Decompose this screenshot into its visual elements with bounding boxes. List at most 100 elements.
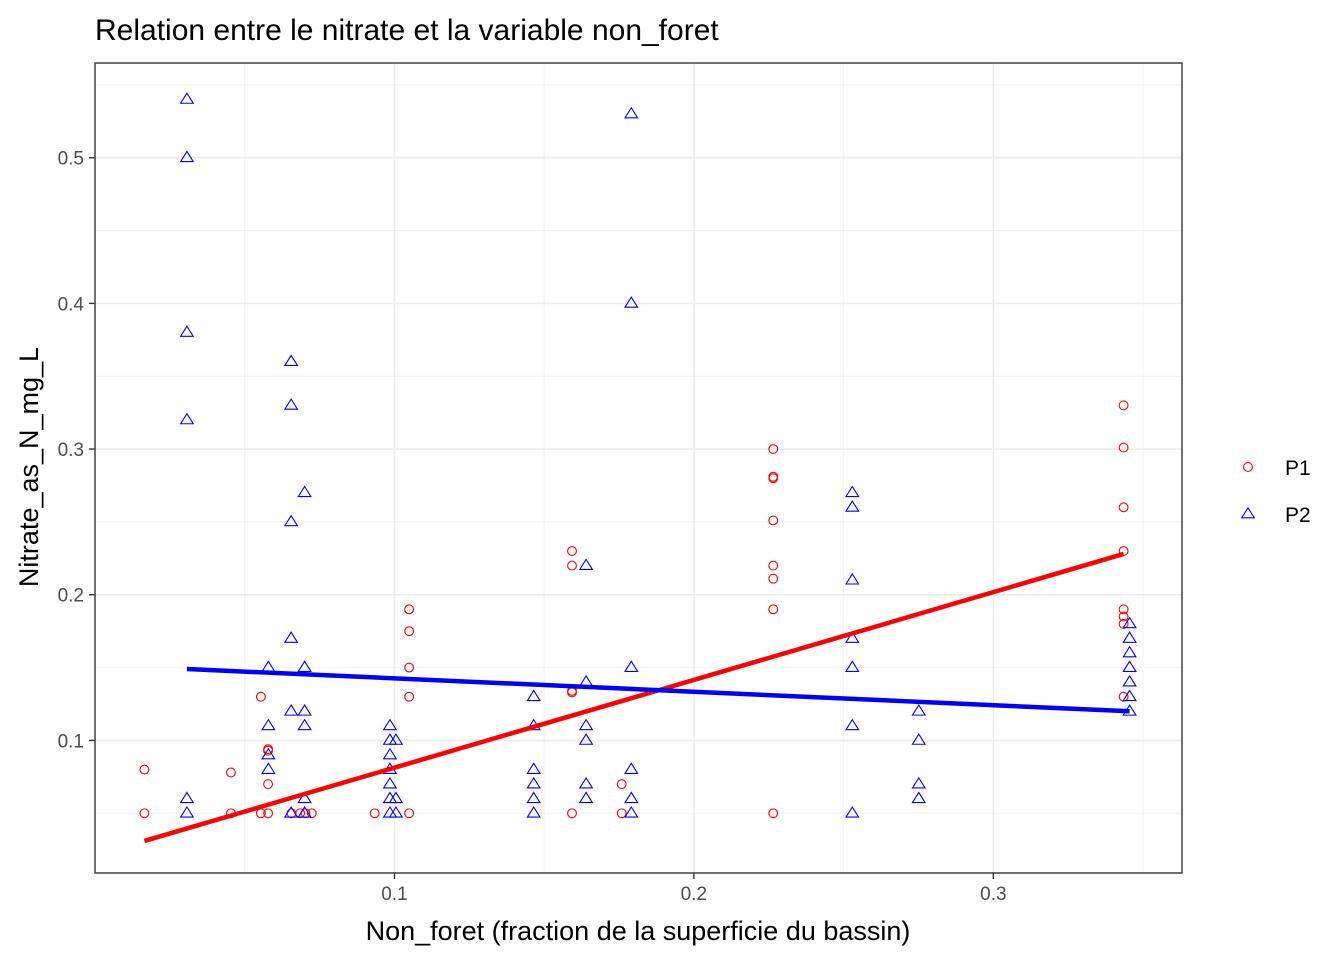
p1-point (139, 764, 150, 775)
y-tick-label: 0.1 (58, 731, 84, 752)
y-tick-label: 0.2 (58, 586, 84, 607)
legend-key-p2 (1240, 506, 1256, 519)
p2-point (578, 558, 594, 570)
legend-label-p1: P1 (1285, 457, 1311, 480)
p2-fit-line (186, 666, 1130, 714)
p1-point (768, 573, 779, 584)
p2-point (261, 747, 276, 760)
p1-point (567, 546, 577, 556)
x-axis-title: Non_foret (fraction de la superficie du … (366, 916, 911, 946)
p1-point (139, 808, 150, 819)
p2-point (382, 776, 398, 789)
p1-point (768, 604, 779, 615)
p2-point (845, 718, 860, 731)
legend-label-p2: P2 (1285, 504, 1311, 527)
p2-point (1122, 689, 1137, 702)
p2-point (624, 762, 639, 774)
p2-point (911, 704, 927, 716)
p2-point (382, 747, 398, 760)
p1-point (263, 808, 274, 819)
p2-point (179, 412, 195, 425)
p2-point (283, 398, 299, 410)
p2-point (911, 791, 927, 804)
p2-point (297, 485, 312, 498)
y-axis-ticks: 0.1 0.2 0.3 0.4 0.5 (58, 149, 95, 752)
p2-point (388, 805, 404, 818)
p1-point (1118, 618, 1129, 629)
p1-point (1118, 611, 1129, 622)
p2-point (624, 805, 639, 818)
p1-point (567, 560, 577, 571)
p2-point (624, 660, 639, 672)
legend: P1 P2 (1240, 457, 1311, 527)
p2-point (578, 791, 594, 804)
p2-point (261, 762, 276, 774)
p2-point (526, 791, 541, 804)
p1-point (295, 808, 306, 819)
p2-point (179, 325, 195, 337)
p2-point (382, 718, 398, 731)
p2-point (1122, 645, 1137, 658)
p1-point (404, 626, 415, 637)
major-gridlines (95, 63, 1182, 873)
p2-point (283, 514, 299, 527)
p2-point (526, 762, 541, 774)
p2-point (845, 805, 860, 818)
p2-point (845, 631, 860, 643)
p2-point (388, 791, 404, 804)
p2-point (624, 296, 639, 308)
p1-fit-line (143, 551, 1125, 844)
p2-point (578, 674, 594, 687)
p1-point (616, 808, 627, 819)
p2-point (297, 660, 312, 672)
p1-point (616, 779, 627, 790)
data-points (139, 92, 1137, 819)
minor-gridlines (95, 63, 1182, 873)
p2-point (179, 92, 195, 104)
p2-point (283, 354, 299, 367)
p2-point (526, 689, 541, 702)
p2-point (261, 718, 276, 731)
y-tick-label: 0.4 (58, 294, 85, 315)
p1-point (255, 691, 266, 702)
p2-point (179, 150, 195, 163)
p2-point (297, 718, 312, 731)
p2-point (297, 791, 312, 804)
p2-point (526, 805, 541, 818)
p1-point (1118, 400, 1129, 411)
fit-lines (143, 551, 1130, 844)
p2-point (179, 805, 195, 818)
p1-point (768, 444, 779, 455)
p1-point (1118, 604, 1129, 615)
x-tick-label: 0.2 (681, 884, 707, 905)
p2-point (845, 500, 860, 512)
p2-point (578, 776, 594, 789)
chart-title: Relation entre le nitrate et la variable… (95, 14, 719, 47)
p1-point (404, 604, 415, 615)
p2-point (845, 485, 860, 498)
p2-point (845, 572, 860, 585)
legend-key-p1 (1243, 462, 1253, 472)
p2-point (624, 791, 639, 804)
p2-point (1122, 674, 1137, 687)
p2-point (578, 718, 594, 731)
p1-point (768, 560, 779, 571)
p2-point (283, 631, 299, 643)
x-axis-ticks: 0.1 0.2 0.3 (381, 873, 1007, 905)
p1-point (404, 662, 415, 673)
p2-point (297, 704, 312, 716)
p1-point (263, 779, 274, 790)
p2-point (283, 805, 299, 818)
p2-point (261, 660, 276, 672)
p1-point (567, 808, 577, 819)
p1-point (369, 808, 380, 819)
p1-point (1118, 442, 1129, 453)
p2-point (388, 733, 404, 745)
x-tick-label: 0.1 (381, 884, 407, 905)
p1-point (1118, 691, 1129, 702)
p2-point (179, 791, 195, 804)
y-axis-title: Nitrate_as_N_mg_L (14, 347, 44, 587)
p1-point (404, 808, 415, 819)
p1-point (263, 745, 274, 756)
